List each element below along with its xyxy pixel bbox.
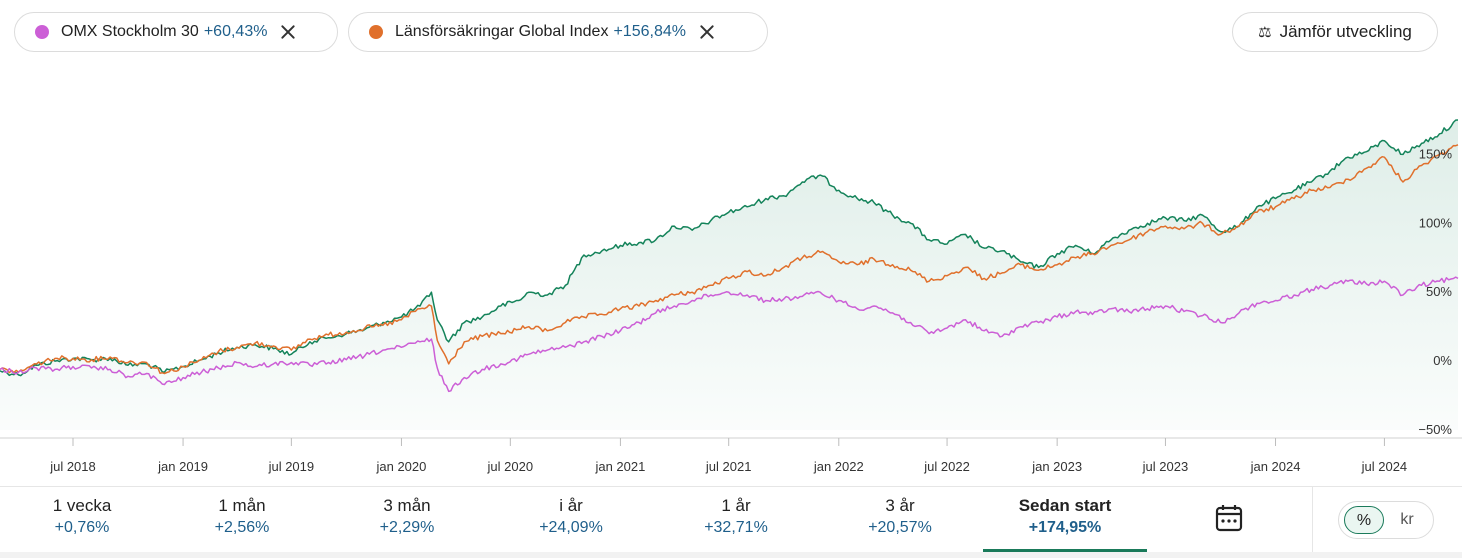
currency-option[interactable]: kr xyxy=(1400,511,1414,528)
x-tick-label: jul 2020 xyxy=(487,459,534,474)
period-3-years[interactable]: 3 år +20,57% xyxy=(818,495,982,539)
chip-change: +60,43% xyxy=(203,23,268,40)
omx-color-dot-icon xyxy=(35,25,49,39)
period-ytd[interactable]: i år +24,09% xyxy=(489,495,653,539)
period-1-week[interactable]: 1 vecka +0,76% xyxy=(0,495,164,539)
series-line-1 xyxy=(0,144,1459,375)
series-chip-lf-global[interactable]: Länsförsäkringar Global Index +156,84% xyxy=(348,12,768,52)
calendar-icon[interactable] xyxy=(1214,503,1244,533)
period-label: 1 mån xyxy=(218,496,266,515)
y-tick-label: 50% xyxy=(1426,284,1452,299)
chip-name: OMX Stockholm 30 xyxy=(61,23,199,40)
x-tick-label: jan 2021 xyxy=(594,459,645,474)
bottom-edge xyxy=(0,552,1462,558)
period-label: i år xyxy=(559,496,583,515)
series-area-fill xyxy=(0,120,1458,430)
period-value: +24,09% xyxy=(539,519,603,536)
period-value: +0,76% xyxy=(54,519,110,536)
period-since-start[interactable]: Sedan start +174,95% xyxy=(983,495,1147,552)
x-tick-label: jul 2022 xyxy=(923,459,970,474)
period-label: 3 mån xyxy=(383,496,431,515)
period-label: Sedan start xyxy=(1018,496,1112,515)
period-value: +174,95% xyxy=(1028,519,1102,536)
period-value: +2,56% xyxy=(214,519,270,536)
lf-color-dot-icon xyxy=(369,25,383,39)
percent-option[interactable]: % xyxy=(1344,506,1384,534)
period-3-months[interactable]: 3 mån +2,29% xyxy=(325,495,489,539)
series-line-2 xyxy=(0,276,1459,393)
x-tick-label: jan 2019 xyxy=(157,459,208,474)
compare-button-label: Jämför utveckling xyxy=(1279,22,1412,41)
period-label: 1 vecka xyxy=(52,496,112,515)
period-label: 1 år xyxy=(721,496,751,515)
active-period-indicator xyxy=(983,549,1147,552)
x-tick-label: jul 2018 xyxy=(49,459,96,474)
y-tick-label: −50% xyxy=(1418,422,1452,437)
performance-chart: jul 2018 jan 2019 jul 2019 jan 2020 jul 2020… xyxy=(0,119,1462,474)
period-value: +20,57% xyxy=(868,519,932,536)
x-tick-label: jul 2024 xyxy=(1361,459,1408,474)
period-value: +2,29% xyxy=(379,519,435,536)
chip-name: Länsförsäkringar Global Index xyxy=(395,23,609,40)
y-tick-label: 150% xyxy=(1419,146,1453,161)
x-tick-label: jan 2020 xyxy=(375,459,426,474)
period-1-year[interactable]: 1 år +32,71% xyxy=(654,495,818,539)
period-selector: 1 vecka +0,76% 1 mån +2,56% 3 mån +2,29%… xyxy=(0,486,1462,553)
scale-icon: ⚖ xyxy=(1258,24,1272,41)
x-tick-label: jan 2023 xyxy=(1031,459,1082,474)
series-chip-omx[interactable]: OMX Stockholm 30 +60,43% xyxy=(14,12,338,52)
compare-button[interactable]: ⚖ Jämför utveckling xyxy=(1232,12,1438,52)
x-tick-label: jan 2022 xyxy=(813,459,864,474)
x-tick-label: jul 2019 xyxy=(268,459,315,474)
unit-toggle: % kr xyxy=(1338,501,1434,539)
x-tick-label: jan 2024 xyxy=(1250,459,1301,474)
y-tick-label: 0% xyxy=(1433,353,1452,368)
divider xyxy=(1312,487,1313,553)
chip-change: +156,84% xyxy=(613,23,686,40)
period-1-month[interactable]: 1 mån +2,56% xyxy=(160,495,324,539)
close-icon[interactable] xyxy=(279,23,297,41)
x-tick-label: jul 2023 xyxy=(1142,459,1189,474)
period-value: +32,71% xyxy=(704,519,768,536)
x-tick-label: jul 2021 xyxy=(705,459,752,474)
series-line-0 xyxy=(0,119,1459,377)
y-tick-label: 100% xyxy=(1419,215,1453,230)
period-label: 3 år xyxy=(885,496,915,515)
close-icon[interactable] xyxy=(698,23,716,41)
